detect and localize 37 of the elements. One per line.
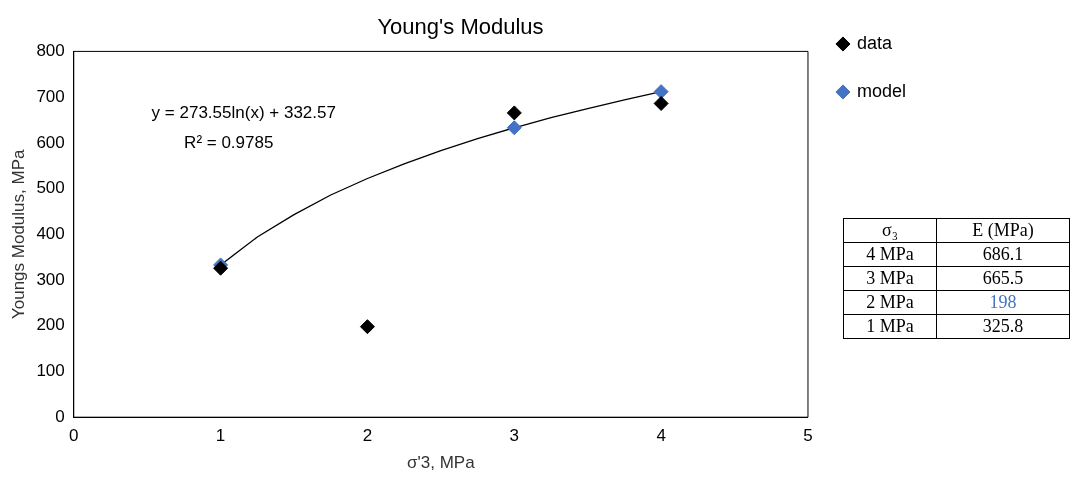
y-axis-title: Youngs Modulus, MPa: [8, 149, 28, 320]
point: [359, 319, 375, 335]
text: 665.5: [936, 266, 1070, 291]
text: 325.8: [936, 314, 1070, 339]
x-tick-label: 5: [803, 426, 813, 446]
y-tick-label: 500: [36, 178, 65, 198]
y-tick-label: 700: [36, 86, 65, 106]
y-tick-label: 800: [36, 41, 65, 61]
point: [653, 84, 669, 100]
text: 2 MPa: [843, 290, 937, 315]
text: E (MPa): [936, 218, 1070, 243]
legend-label: model: [856, 80, 907, 101]
text: 198: [936, 290, 1070, 315]
text: 1 MPa: [843, 314, 937, 339]
annotation: R² = 0.9785: [184, 133, 274, 153]
y-tick-label: 100: [36, 361, 65, 381]
y-tick-label: 200: [36, 315, 65, 335]
x-tick-label: 1: [215, 426, 226, 446]
point: [506, 120, 522, 136]
y-tick-label: 400: [36, 223, 65, 243]
x-tick-label: 3: [509, 426, 520, 446]
text: σ₃: [843, 218, 937, 243]
x-tick-label: 4: [656, 426, 666, 446]
point: [506, 105, 522, 121]
text: 4 MPa: [843, 242, 937, 267]
x-axis-title: σ'3, MPa: [407, 453, 476, 473]
legend-label: data: [856, 32, 893, 53]
x-tick-label: 2: [362, 426, 373, 446]
chart-title: Young's Modulus: [377, 14, 544, 40]
y-tick-label: 300: [36, 269, 65, 289]
annotation: y = 273.55ln(x) + 332.57: [151, 103, 336, 123]
y-tick-label: 0: [55, 406, 65, 426]
point: [653, 95, 669, 111]
text: 3 MPa: [843, 266, 937, 291]
x-tick-label: 0: [69, 426, 79, 446]
y-tick-label: 600: [36, 132, 65, 152]
text: 686.1: [936, 242, 1070, 267]
